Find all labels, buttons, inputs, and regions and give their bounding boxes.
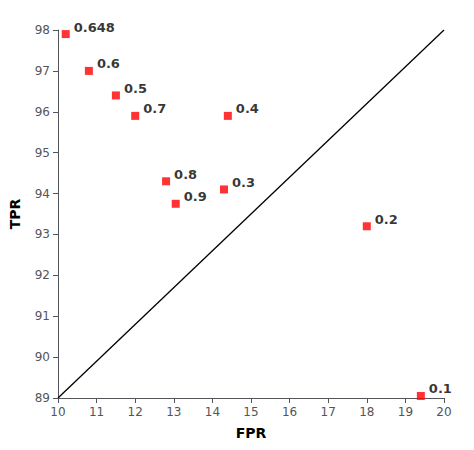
svg-text:0.4: 0.4: [236, 101, 259, 116]
svg-text:90: 90: [35, 350, 50, 364]
svg-text:97: 97: [35, 64, 50, 78]
svg-text:19: 19: [398, 405, 413, 419]
svg-text:98: 98: [35, 23, 50, 37]
svg-text:10: 10: [50, 405, 65, 419]
svg-text:11: 11: [89, 405, 104, 419]
svg-text:0.6: 0.6: [97, 56, 120, 71]
svg-text:96: 96: [35, 105, 50, 119]
svg-text:16: 16: [282, 405, 297, 419]
svg-text:TPR: TPR: [7, 198, 23, 229]
svg-text:0.2: 0.2: [375, 212, 398, 227]
svg-text:0.5: 0.5: [124, 81, 147, 96]
svg-text:0.9: 0.9: [184, 189, 207, 204]
svg-text:FPR: FPR: [236, 425, 267, 441]
svg-text:94: 94: [35, 187, 50, 201]
svg-text:91: 91: [35, 309, 50, 323]
svg-text:0.8: 0.8: [174, 167, 197, 182]
svg-text:0.648: 0.648: [74, 20, 115, 35]
svg-text:18: 18: [359, 405, 374, 419]
svg-text:17: 17: [321, 405, 336, 419]
svg-text:92: 92: [35, 268, 50, 282]
svg-text:15: 15: [243, 405, 258, 419]
svg-text:12: 12: [128, 405, 143, 419]
svg-text:13: 13: [166, 405, 181, 419]
svg-text:93: 93: [35, 227, 50, 241]
svg-text:14: 14: [205, 405, 220, 419]
svg-text:20: 20: [436, 405, 451, 419]
svg-text:95: 95: [35, 146, 50, 160]
svg-text:0.3: 0.3: [232, 175, 255, 190]
svg-text:0.1: 0.1: [429, 381, 452, 396]
svg-text:89: 89: [35, 391, 50, 405]
svg-text:0.7: 0.7: [143, 101, 166, 116]
